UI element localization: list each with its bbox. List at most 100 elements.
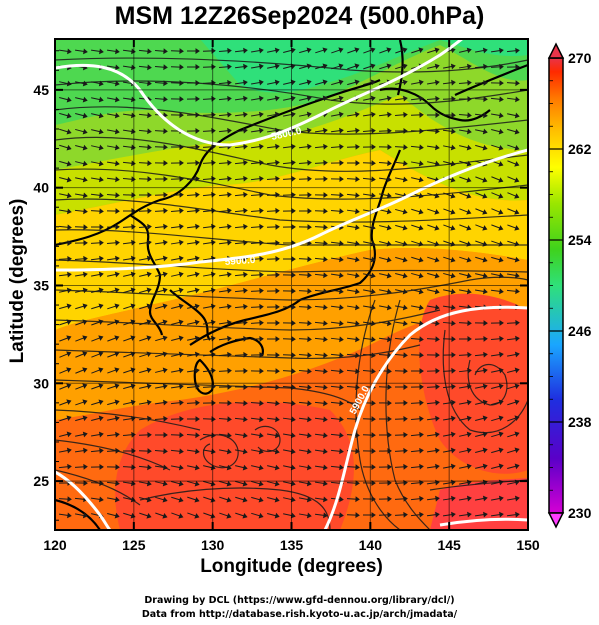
wind-arrow-head	[98, 399, 104, 406]
wind-arrow-head	[418, 272, 424, 279]
wind-arrow-head	[419, 95, 424, 102]
wind-arrow-head	[226, 513, 232, 519]
wind-arrow-head	[275, 175, 280, 182]
wind-arrow-head	[227, 127, 232, 134]
wind-arrow-head	[179, 160, 184, 166]
coastlines	[55, 39, 528, 530]
wind-arrow-head	[450, 415, 456, 422]
wind-arrow-head	[114, 399, 120, 406]
wind-arrow-head	[466, 256, 472, 263]
wind-arrow-head	[466, 447, 472, 454]
wind-arrow-head	[114, 351, 120, 357]
y-tick-label: 40	[33, 180, 49, 196]
wind-arrow-head	[114, 112, 120, 119]
wind-arrow-head	[387, 432, 392, 438]
wind-arrow-head	[483, 96, 488, 103]
wind-arrow-head	[226, 480, 232, 487]
wind-arrow-head	[498, 225, 504, 231]
wind-arrow-head	[259, 207, 264, 214]
wind-arrow-head	[258, 512, 264, 519]
wind-arrow-head	[162, 303, 168, 310]
wind-arrow-head	[498, 367, 504, 374]
wind-arrow-head	[434, 225, 440, 231]
wind-arrow-head	[354, 272, 360, 279]
height-contours	[55, 39, 528, 530]
wind-arrow-head	[162, 367, 168, 374]
wind-arrow-head	[242, 448, 248, 455]
wind-arrow-head	[466, 193, 472, 199]
colorbar-tick-label: 270	[568, 50, 592, 66]
wind-arrow-head	[339, 368, 344, 375]
wind-arrow-head	[371, 111, 376, 118]
wind-arrow-head	[178, 319, 184, 326]
wind-arrow-head	[114, 303, 120, 310]
wind-arrow-head	[66, 176, 72, 183]
wind-arrow-head	[98, 303, 104, 310]
wind-arrow-head	[355, 352, 360, 359]
wind-arrow-head	[242, 496, 248, 503]
wind-arrow-head	[467, 96, 472, 102]
wind-arrow-head	[450, 288, 456, 295]
wind-arrow-head	[354, 240, 360, 247]
wind-arrow-head	[82, 271, 88, 278]
wind-arrow-head	[259, 287, 264, 294]
wind-arrow-head	[194, 335, 200, 342]
wind-arrow-head	[82, 287, 88, 294]
wind-arrow-head	[514, 161, 520, 167]
wind-arrow-head	[434, 63, 440, 70]
wind-arrow-head	[195, 432, 200, 439]
wind-arrow-head	[418, 224, 424, 231]
wind-arrow-head	[339, 240, 344, 247]
wind-arrow-head	[82, 399, 88, 405]
wind-arrow-head	[307, 224, 312, 231]
wind-arrow-head	[482, 495, 488, 502]
x-tick-label: 145	[437, 537, 461, 553]
wind-arrow-head	[355, 208, 360, 215]
wind-arrow-head	[258, 95, 264, 102]
wind-arrow-head	[243, 384, 248, 390]
wind-arrow-head	[195, 448, 200, 455]
wind-arrow-head	[274, 512, 280, 519]
wind-arrow-head	[243, 271, 248, 278]
wind-arrow-head	[227, 367, 232, 374]
wind-arrow-head	[115, 176, 120, 183]
wind-arrow-head	[371, 352, 376, 359]
colorbar-tick-label: 230	[568, 505, 592, 521]
wind-arrow-head	[514, 367, 520, 374]
wind-arrow-head	[482, 256, 488, 263]
wind-arrow-head	[338, 111, 344, 118]
wind-arrow-head	[259, 368, 264, 374]
wind-arrow-head	[451, 383, 456, 390]
wind-arrow-head	[418, 47, 424, 53]
wind-arrow-head	[275, 127, 280, 134]
wind-arrow-head	[163, 144, 168, 151]
wind-arrow-head	[306, 448, 312, 455]
wind-arrow-head	[323, 176, 328, 182]
wind-arrow-head	[402, 272, 408, 279]
wind-arrow-head	[482, 288, 488, 295]
wind-arrow-head	[147, 239, 152, 246]
wind-arrow-head	[371, 480, 376, 486]
wind-arrow-head	[82, 303, 88, 310]
wind-arrow-head	[403, 511, 408, 518]
wind-arrow-head	[466, 288, 472, 295]
wind-arrow-head	[498, 272, 504, 279]
wind-arrow-head	[227, 287, 232, 294]
wind-arrow-head	[98, 431, 104, 438]
wind-arrow-head	[307, 175, 312, 182]
wind-arrow-head	[451, 495, 456, 502]
wind-arrow-head	[179, 48, 184, 55]
wind-arrow-head	[514, 177, 520, 183]
wind-arrow-head	[147, 128, 152, 135]
wind-arrow-head	[227, 432, 232, 439]
wind-arrow-head	[99, 224, 104, 230]
wind-arrow-head	[387, 144, 392, 150]
wind-arrow-head	[163, 207, 168, 214]
wind-arrow-head	[162, 383, 168, 390]
wind-arrow-head	[371, 496, 376, 502]
wind-arrow-head	[386, 256, 392, 263]
wind-arrow-head	[499, 63, 504, 70]
wind-arrow-head	[339, 400, 344, 407]
wind-arrow-head	[418, 176, 424, 183]
wind-arrow-head	[179, 80, 184, 87]
